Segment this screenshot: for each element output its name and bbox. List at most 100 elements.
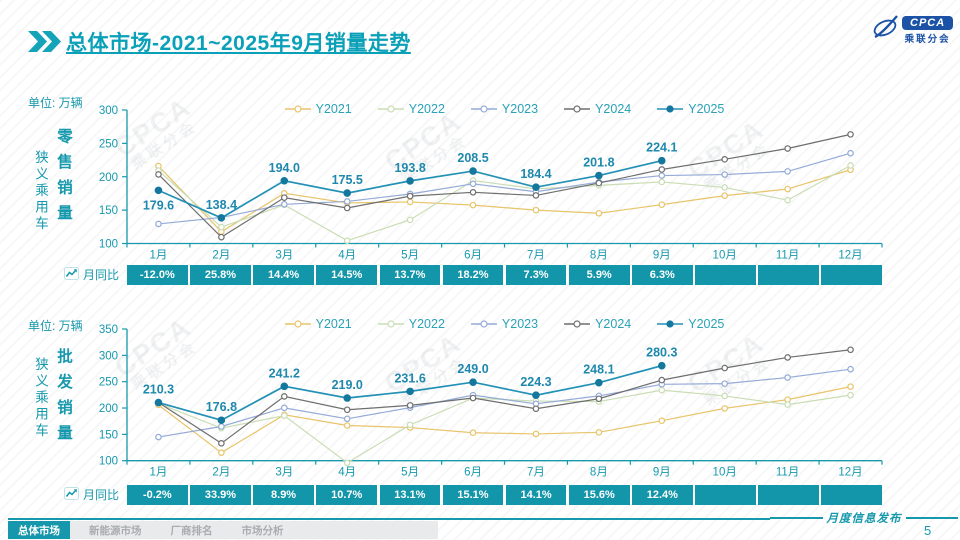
x-tick-label: 8月 [590,467,608,479]
legend-label: Y2021 [315,317,352,331]
data-point-Y2021 [155,162,162,170]
footer-tab-总体市场[interactable]: 总体市场 [8,521,70,539]
data-point-Y2021 [280,190,288,197]
data-point-Y2023 [469,391,477,399]
y-tick-label: 350 [99,324,118,336]
data-point-Y2024 [721,364,729,372]
x-tick-label: 6月 [464,250,482,262]
data-label-Y2025: 193.8 [394,161,425,175]
data-point-Y2023 [532,400,540,408]
series-line-Y2024 [158,133,851,238]
data-point-Y2023 [721,171,729,178]
data-point-Y2021 [343,422,351,429]
legend-item-Y2025: Y2025 [657,317,724,331]
x-tick-label: 7月 [527,467,545,479]
wholesale-legend: Y2021 Y2022 Y2023 Y2024 Y2025 [127,316,882,332]
data-label-Y2025: 176.8 [206,400,237,414]
data-label-Y2025: 210.3 [143,383,174,397]
wholesale-axis-title: 批发销量 [55,348,72,450]
legend-item-Y2024: Y2024 [564,102,631,116]
data-point-Y2021 [595,429,603,436]
x-tick-label: 11月 [776,250,799,262]
data-point-Y2021 [784,185,791,193]
data-point-Y2024 [784,145,791,152]
data-point-Y2025 [595,171,603,180]
yoy-cell: 8.9% [253,484,314,505]
retail-yoy-row: -12.0% 25.8% 14.4% 14.5% 13.7% 18.2% 7.3% 5.9% 6… [127,264,882,285]
data-label-Y2025: 194.0 [269,161,300,175]
yoy-cell: 25.8% [190,264,251,285]
data-point-Y2023 [658,381,666,388]
data-point-Y2024 [469,189,477,196]
data-label-Y2025: 241.2 [269,366,300,380]
data-label-Y2025: 208.5 [457,151,488,165]
data-point-Y2024 [595,179,603,187]
footer-tab-厂商排名[interactable]: 厂商排名 [170,524,213,537]
data-label-Y2025: 248.1 [583,363,614,377]
y-tick-label: 250 [99,138,118,150]
legend-marker-icon [284,320,311,328]
legend-label: Y2025 [688,317,725,331]
data-point-Y2021 [469,429,477,437]
yoy-cell: 13.7% [379,264,441,285]
data-label-Y2025: 249.0 [457,362,488,376]
legend-marker-icon [377,105,404,113]
y-tick-label: 250 [99,377,118,389]
data-point-Y2023 [343,198,351,205]
data-point-Y2025 [154,398,163,407]
data-point-Y2025 [406,177,414,185]
x-tick-label: 4月 [338,250,356,262]
yoy-cell: 15.6% [568,484,630,505]
data-label-Y2025: 179.6 [143,198,174,212]
x-tick-label: 12月 [838,250,862,262]
data-point-Y2022 [658,386,666,394]
x-tick-label: 3月 [275,467,293,479]
series-line-Y2023 [158,152,851,225]
data-point-Y2025 [469,378,477,387]
legend-marker-icon [470,320,497,328]
data-point-Y2022 [280,412,288,419]
x-tick-label: 11月 [776,467,799,479]
legend-marker-icon [564,105,591,113]
watermark-main: CPCA [682,113,770,185]
data-point-Y2022 [218,424,225,432]
data-point-Y2023 [280,404,288,412]
yoy-cell: 14.1% [505,484,567,505]
data-point-Y2022 [343,237,351,244]
y-tick-label: 100 [99,239,118,251]
data-point-Y2025 [343,394,352,402]
footer-tab-市场分析[interactable]: 市场分析 [241,524,284,537]
cpca-watermark: CPCA 乘联分会 [379,106,475,190]
legend-item-Y2023: Y2023 [470,102,539,116]
data-point-Y2024 [343,204,351,212]
retail-legend: Y2021 Y2022 Y2023 Y2024 Y2025 [127,101,882,117]
data-point-Y2022 [784,401,791,408]
legend-marker-icon [657,320,684,328]
data-label-Y2025: 138.4 [206,198,237,212]
cpca-watermark: CPCA 乘联分会 [379,328,475,412]
data-point-Y2025 [154,186,163,195]
cpca-logo-subtext: 乘联分会 [904,33,951,45]
watermark-sub: 乘联分会 [701,139,775,196]
footer-tab-新能源市场[interactable]: 新能源市场 [89,524,142,537]
yoy-cell [758,264,819,285]
yoy-cell: 14.4% [253,264,314,285]
yoy-cell: 13.1% [379,484,441,505]
data-point-Y2021 [721,405,729,412]
footer-divider [8,518,770,520]
wholesale-unit-label: 单位: 万辆 [28,319,83,333]
data-point-Y2024 [469,394,477,402]
legend-label: Y2023 [501,102,539,116]
data-point-Y2024 [343,406,351,414]
page-number: 5 [924,523,932,538]
footer-nav: 总体市场 新能源市场 厂商排名 市场分析 [8,521,438,539]
data-point-Y2024 [218,233,225,241]
yoy-cell: 18.2% [442,264,504,285]
cpca-watermark: CPCA 乘联分会 [682,113,778,198]
data-point-Y2024 [406,192,414,200]
legend-item-Y2025: Y2025 [657,102,724,116]
data-point-Y2023 [218,214,225,221]
y-tick-label: 100 [99,456,118,468]
data-point-Y2024 [218,440,225,447]
data-point-Y2024 [155,171,162,178]
